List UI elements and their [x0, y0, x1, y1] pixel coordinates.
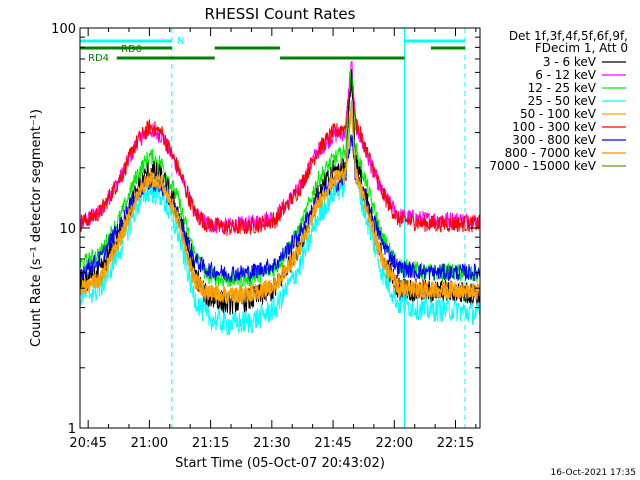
legend-entry-label: 3 - 6 keV: [543, 55, 597, 69]
series-line-s1225: [80, 69, 480, 288]
x-tick-label: 21:15: [192, 436, 229, 451]
render-timestamp: 16-Oct-2021 17:35: [551, 468, 636, 478]
chart-title: RHESSI Count Rates: [205, 5, 356, 23]
legend-entry-label: 12 - 25 keV: [528, 81, 597, 95]
x-tick-label: 21:30: [253, 436, 290, 451]
legend-header-line-1: Det 1f,3f,4f,5f,6f,9f,: [509, 29, 628, 43]
y-tick-label: 10: [59, 222, 76, 237]
y-tick-label: 100: [51, 22, 76, 37]
x-tick-label: 22:15: [437, 436, 474, 451]
series-line-s50100: [80, 108, 480, 305]
legend-entry-label: 50 - 100 keV: [520, 107, 597, 121]
rd4-label: RD4: [88, 53, 109, 64]
series-line-s2550: [80, 101, 480, 336]
legend-entry-label: 100 - 300 keV: [512, 120, 596, 134]
annotation-layer: N RD0 RD4: [79, 28, 466, 428]
plot-frame: [79, 27, 481, 429]
legend-entry-label: 7000 - 15000 keV: [489, 159, 596, 173]
legend: Det 1f,3f,4f,5f,6f,9f, FDecim 1, Att 0 3…: [489, 29, 628, 173]
legend-header-line-2: FDecim 1, Att 0: [535, 41, 628, 55]
rd0-label: RD0: [121, 44, 142, 55]
series-line-s100300: [80, 78, 480, 236]
x-tick-label: 20:45: [69, 436, 106, 451]
x-axis-label: Start Time (05-Oct-07 20:43:02): [175, 456, 385, 471]
x-tick-label: 21:45: [314, 436, 351, 451]
night-label: N: [177, 36, 184, 47]
axis-layer: 1 10 100 20:45 21:00 21:15 21:30 21:45 22:00 22:1…: [51, 22, 480, 451]
x-tick-label: 21:00: [131, 436, 168, 451]
y-axis-label: Count Rate (s⁻¹ detector segment⁻¹): [29, 109, 44, 347]
legend-entry-label: 800 - 7000 keV: [505, 146, 597, 160]
legend-entry-label: 6 - 12 keV: [535, 68, 597, 82]
x-tick-label: 22:00: [376, 436, 413, 451]
y-tick-label: 1: [68, 422, 76, 437]
series-layer: [80, 60, 480, 336]
legend-entry-label: 25 - 50 keV: [528, 94, 597, 108]
legend-entry-label: 300 - 800 keV: [512, 133, 596, 147]
